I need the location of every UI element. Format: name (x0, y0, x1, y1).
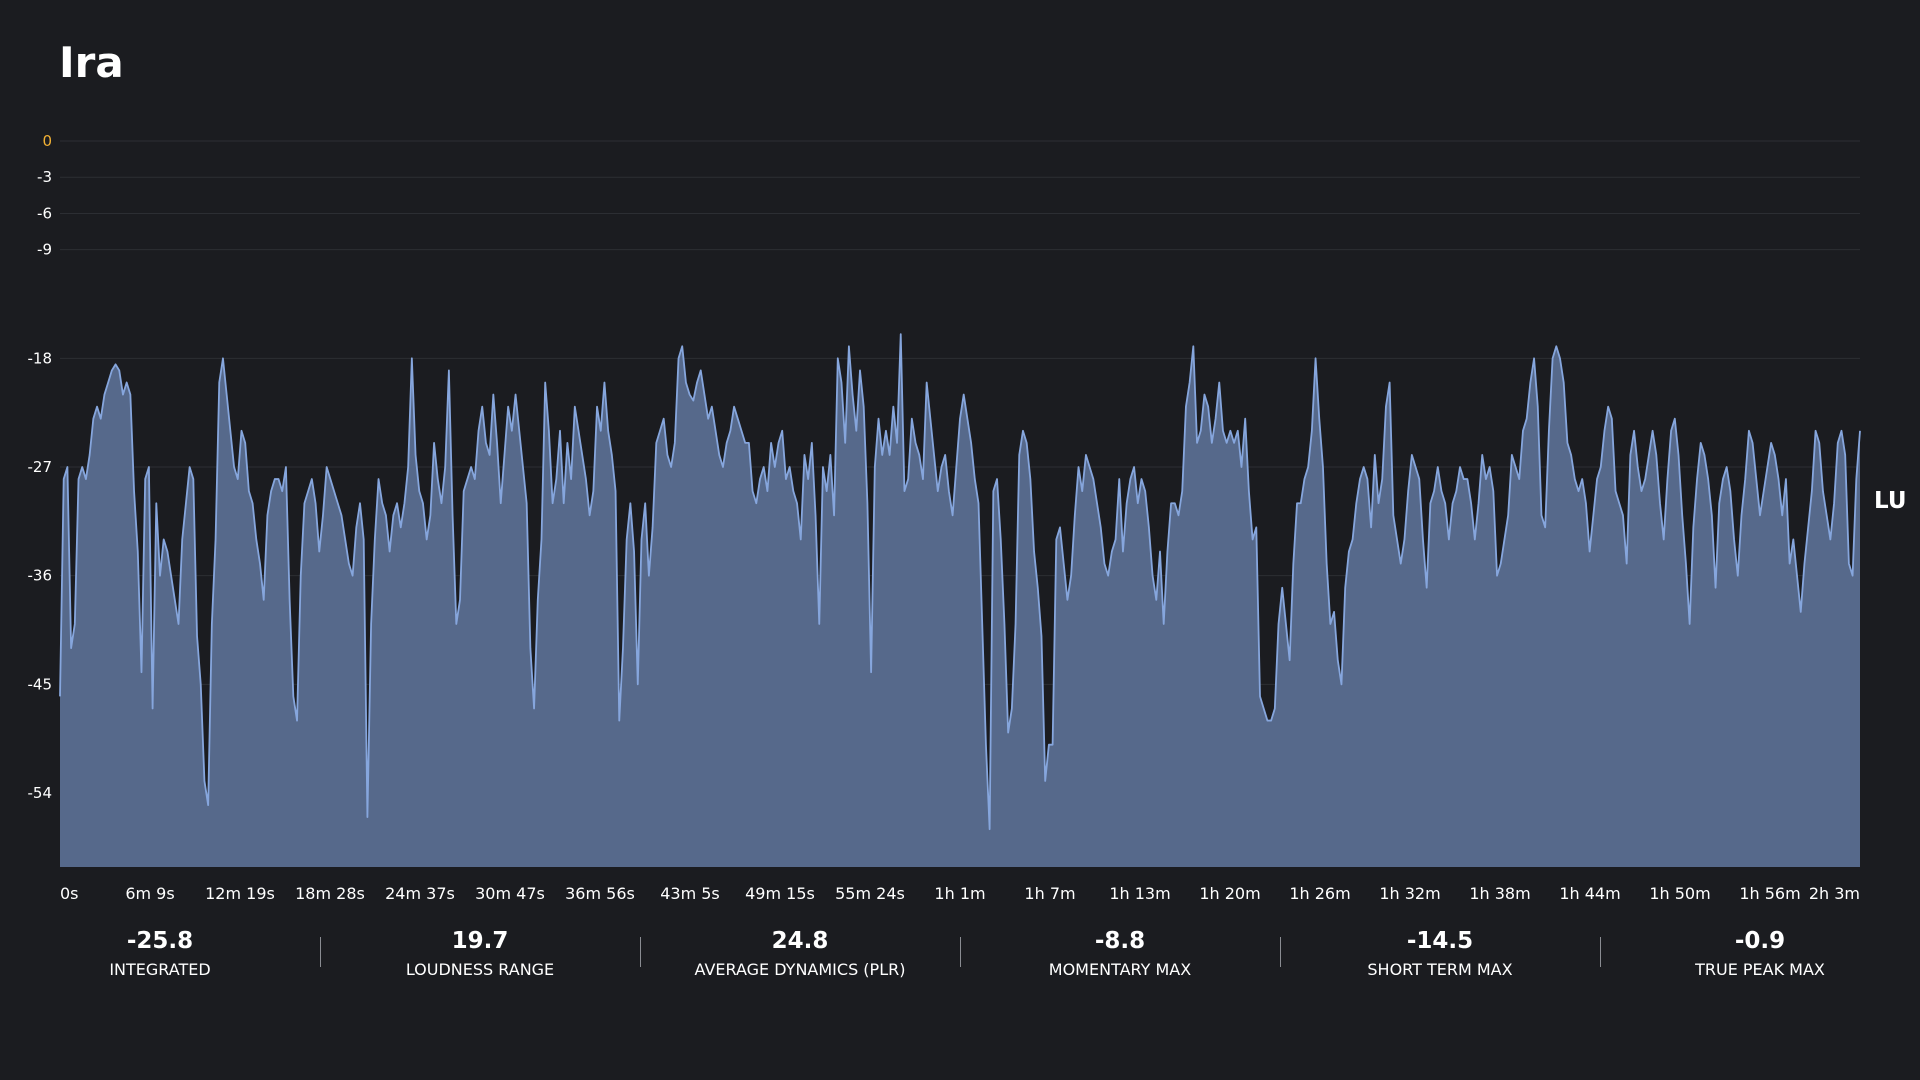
stat-value: -0.9 (1734, 928, 1786, 954)
y-tick-label: -6 (37, 204, 52, 222)
y-tick-label: -3 (37, 168, 52, 186)
x-tick-label: 1h 44m (1559, 884, 1620, 900)
stats-bar: -25.8 INTEGRATED 19.7 LOUDNESS RANGE 24.8 AVE… (0, 922, 1920, 1002)
loudness-line (59, 333, 1861, 831)
stat-divider (960, 937, 961, 967)
x-tick-label: 24m 37s (385, 884, 455, 900)
x-tick-label: 30m 47s (475, 884, 545, 900)
unit-label: LU (1874, 488, 1907, 514)
loudness-chart: 0 -3 -6 -9 -18 -27 -36 -45 -54 0s 6m 9s 12m 19s 18m … (28, 132, 1861, 900)
y-tick-label: 0 (42, 132, 52, 150)
x-tick-label: 1h 50m (1649, 884, 1710, 900)
x-tick-label: 1h 26m (1289, 884, 1350, 900)
x-tick-label: 1h 38m (1469, 884, 1530, 900)
x-tick-label: 1h 20m (1199, 884, 1260, 900)
x-tick-label: 1h 13m (1109, 884, 1170, 900)
x-tick-label: 1h 56m (1739, 884, 1800, 900)
y-tick-label: -9 (37, 241, 52, 259)
stat-divider (1600, 937, 1601, 967)
stat-divider (1280, 937, 1281, 967)
x-tick-label: 1h 32m (1379, 884, 1440, 900)
stat-true-peak-max: -0.9 TRUE PEAK MAX (1610, 922, 1910, 980)
stat-divider (320, 937, 321, 967)
stat-label: MOMENTARY MAX (1048, 960, 1192, 979)
y-tick-label: -18 (28, 349, 53, 367)
stat-label: SHORT TERM MAX (1367, 960, 1513, 979)
stat-loudness-range: 19.7 LOUDNESS RANGE (330, 922, 630, 980)
stat-value: 24.8 (771, 928, 829, 954)
x-tick-label: 1h 1m (934, 884, 985, 900)
stat-value: -25.8 (126, 928, 194, 954)
x-tick-label: 12m 19s (205, 884, 275, 900)
stat-value: -14.5 (1406, 928, 1474, 954)
x-tick-label: 6m 9s (125, 884, 174, 900)
y-tick-label: -54 (28, 784, 53, 802)
stat-label: AVERAGE DYNAMICS (PLR) (694, 960, 906, 979)
x-tick-label: 49m 15s (745, 884, 815, 900)
x-tick-label: 55m 24s (835, 884, 905, 900)
y-tick-label: -36 (28, 567, 53, 585)
stat-label: LOUDNESS RANGE (405, 960, 555, 979)
x-tick-label: 36m 56s (565, 884, 635, 900)
stat-integrated: -25.8 INTEGRATED (10, 922, 310, 980)
y-tick-label: -45 (28, 675, 53, 693)
stat-value: -8.8 (1094, 928, 1146, 954)
x-tick-label: 2h 3m (1809, 884, 1860, 900)
y-tick-label: -27 (28, 458, 53, 476)
stat-label: TRUE PEAK MAX (1695, 960, 1825, 979)
stat-label: INTEGRATED (109, 960, 211, 979)
page-title: Ira (59, 38, 124, 87)
x-tick-label: 18m 28s (295, 884, 365, 900)
stat-average-dynamics-plr: 24.8 AVERAGE DYNAMICS (PLR) (650, 922, 950, 980)
stat-short-term-max: -14.5 SHORT TERM MAX (1290, 922, 1590, 980)
x-tick-label: 43m 5s (660, 884, 720, 900)
x-tick-label: 1h 7m (1024, 884, 1075, 900)
stat-momentary-max: -8.8 MOMENTARY MAX (970, 922, 1270, 980)
stat-value: 19.7 (451, 928, 509, 954)
x-tick-label: 0s (60, 884, 79, 900)
stat-divider (640, 937, 641, 967)
loudness-area (60, 334, 1860, 867)
